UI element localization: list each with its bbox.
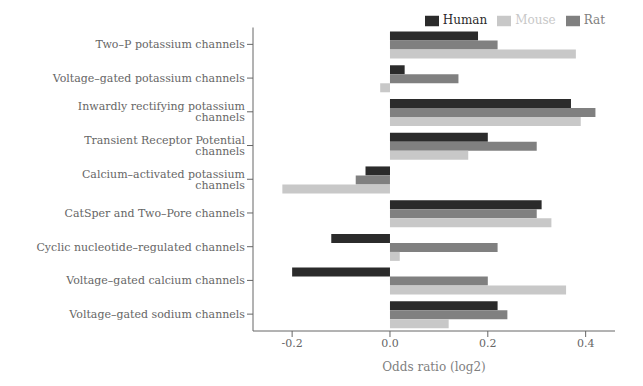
svg-text:-0.2: -0.2: [282, 337, 303, 350]
svg-text:0.0: 0.0: [381, 337, 399, 350]
html-text:Human: Human: [442, 13, 488, 27]
svg-text:Voltage–gated sodium channels: Voltage–gated sodium channels: [68, 308, 245, 321]
svg-text:Inwardly rectifying potassiumc: Inwardly rectifying potassiumchannels: [78, 100, 246, 124]
svg-text:Odds ratio (log2): Odds ratio (log2): [382, 360, 486, 374]
svg-text:Cyclic nucleotide–regulated ch: Cyclic nucleotide–regulated channels: [36, 241, 245, 254]
svg-text:0.2: 0.2: [479, 337, 497, 350]
html-text:Rat: Rat: [583, 13, 605, 27]
svg-text:Calcium–activated potassiumcha: Calcium–activated potassiumchannels: [82, 168, 246, 192]
svg-text:Voltage–gated potassium channe: Voltage–gated potassium channels: [52, 72, 246, 85]
svg-text:Voltage–gated calcium channels: Voltage–gated calcium channels: [65, 274, 245, 287]
svg-text:Two–P potassium channels: Two–P potassium channels: [96, 38, 246, 51]
svg-text:0.4: 0.4: [577, 337, 595, 350]
svg-text:Transient Receptor Potentialch: Transient Receptor Potentialchannels: [84, 134, 245, 158]
html-text:Mouse: Mouse: [515, 13, 556, 27]
svg-text:CatSper and Two–Pore channels: CatSper and Two–Pore channels: [65, 207, 246, 220]
